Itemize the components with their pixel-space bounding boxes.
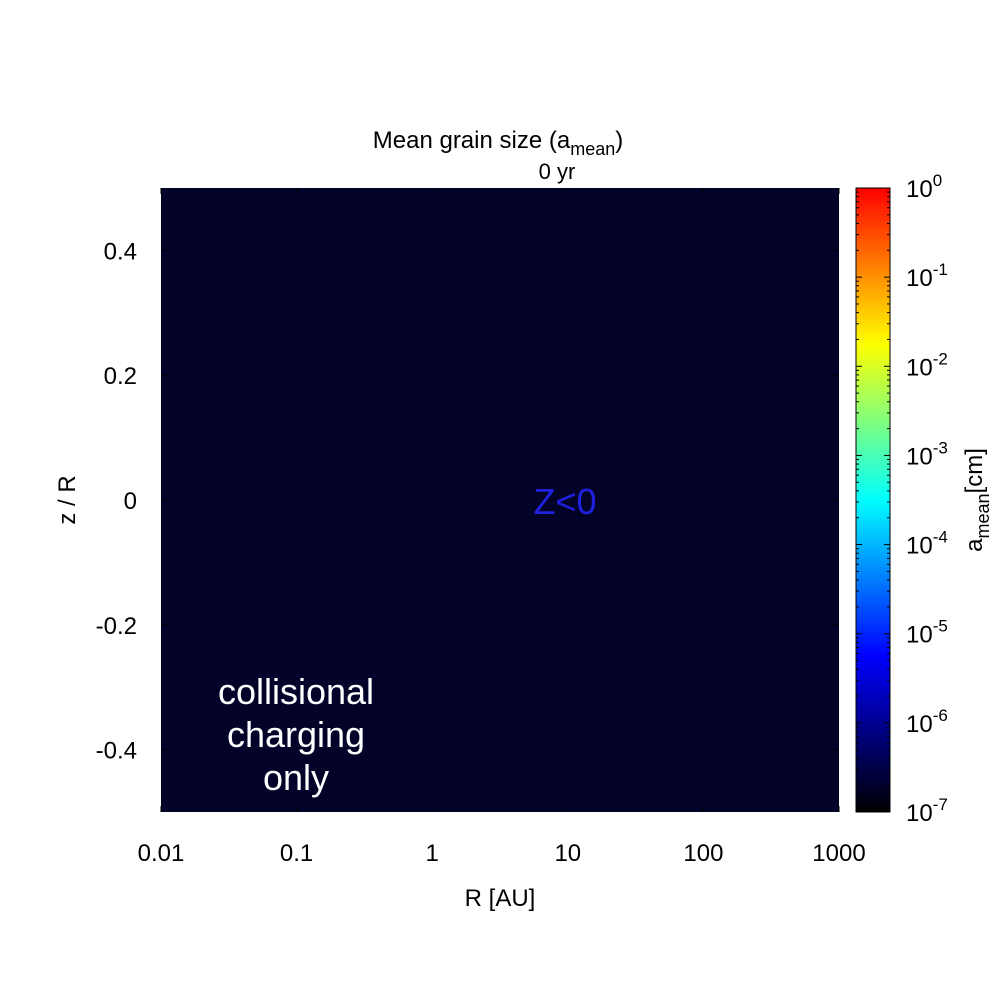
x-tick-label: 10 bbox=[554, 840, 581, 867]
annotation-z-negative: Z<0 bbox=[533, 481, 596, 522]
colorbar-label: amean[cm] bbox=[961, 448, 993, 552]
heatmap-field bbox=[161, 188, 839, 812]
annotation-line: collisional bbox=[218, 671, 374, 712]
colorbar bbox=[855, 187, 891, 813]
chart-subtitle: 0 yr bbox=[539, 159, 576, 184]
y-axis-label: z / R bbox=[54, 475, 81, 524]
colorbar-tick-label: 10-6 bbox=[906, 706, 948, 738]
y-tick-label: 0 bbox=[124, 488, 137, 515]
chart-title: Mean grain size (amean) bbox=[373, 127, 623, 159]
annotation-line: only bbox=[263, 757, 329, 798]
x-axis-label: R [AU] bbox=[465, 885, 536, 912]
x-axis: 0.01 0.1 1 10 100 1000 bbox=[138, 188, 866, 867]
colorbar-tick-label: 10-1 bbox=[906, 260, 948, 292]
x-tick-label: 1 bbox=[426, 840, 439, 867]
annotation-line: charging bbox=[227, 714, 365, 755]
colorbar-tick-label: 10-4 bbox=[906, 528, 948, 560]
colorbar-ticks: 100 10-1 10-2 10-3 10-4 10-5 10-6 10-7 bbox=[856, 171, 948, 827]
y-tick-label: 0.4 bbox=[104, 238, 137, 265]
x-tick-label: 100 bbox=[683, 840, 723, 867]
colorbar-tick-label: 10-2 bbox=[906, 349, 948, 381]
x-tick-label: 0.01 bbox=[138, 840, 185, 867]
colorbar-tick-label: 10-5 bbox=[906, 617, 948, 649]
y-tick-label: -0.4 bbox=[96, 738, 137, 765]
x-tick-label: 1000 bbox=[812, 840, 865, 867]
colorbar-tick-label: 10-3 bbox=[906, 438, 948, 470]
y-tick-label: -0.2 bbox=[96, 613, 137, 640]
y-axis: 0.4 0.2 0 -0.2 -0.4 bbox=[96, 238, 839, 765]
x-tick-label: 0.1 bbox=[280, 840, 313, 867]
colorbar-tick-label: 10-7 bbox=[906, 795, 948, 827]
y-tick-label: 0.2 bbox=[104, 363, 137, 390]
colorbar-tick-label: 100 bbox=[906, 171, 942, 203]
